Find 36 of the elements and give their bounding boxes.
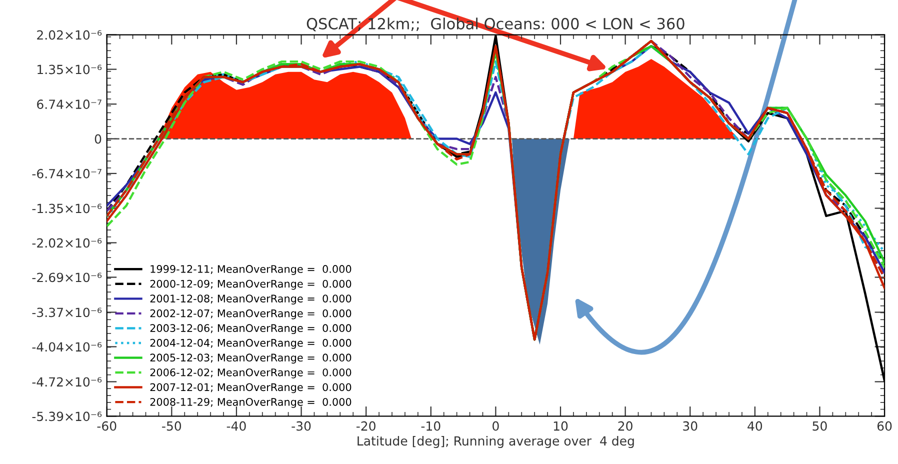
x-tick-label: 10 [554,421,568,431]
legend-label: 2006-12-02; MeanOverRange = 0.000 [150,368,352,378]
x-tick-label: -60 [97,421,116,431]
y-tick-label: -4.04×10⁻⁶ [32,342,102,352]
x-tick-label: 40 [748,421,762,431]
legend-label: 1999-12-11; MeanOverRange = 0.000 [150,265,352,275]
legend-label: 2003-12-06; MeanOverRange = 0.000 [150,324,352,334]
legend-label: 2001-12-08; MeanOverRange = 0.000 [150,294,352,304]
x-tick-label: -20 [356,421,376,431]
x-tick-label: 50 [812,421,827,431]
x-tick-label: -10 [421,421,440,431]
y-tick-label: -2.02×10⁻⁶ [32,238,102,248]
y-tick-label: -5.39×10⁻⁶ [32,412,102,422]
x-tick-label: 30 [683,421,698,431]
y-tick-label: 6.74×10⁻⁷ [37,100,102,110]
legend-label: 2002-12-07; MeanOverRange = 0.000 [150,309,352,320]
legend-label: 2004-12-04; MeanOverRange = 0.000 [150,338,352,349]
x-axis-title: Latitude [deg]; Running average over 4 deg [358,436,634,448]
y-tick-label: 1.35×10⁻⁶ [38,64,102,74]
legend-label: 2000-12-09; MeanOverRange = 0.000 [150,280,352,290]
y-tick-label: -4.72×10⁻⁶ [32,377,102,387]
x-tick-label: 20 [618,421,632,431]
y-tick-label: -2.69×10⁻⁶ [32,272,102,282]
x-tick-label: -50 [162,421,182,431]
x-tick-label: 60 [877,421,892,431]
x-tick-label: 0 [492,421,499,431]
y-tick-label: 0 [94,134,102,144]
y-tick-label: -1.35×10⁻⁶ [32,204,102,214]
x-tick-label: -30 [292,421,311,431]
legend-label: 2008-11-29; MeanOverRange = 0.000 [150,398,352,408]
y-tick-label: -3.37×10⁻⁶ [32,308,102,318]
x-tick-label: -40 [226,421,246,431]
y-tick-label: -6.74×10⁻⁷ [32,168,102,178]
legend-label: 2007-12-01; MeanOverRange = 0.000 [150,383,352,394]
legend-label: 2005-12-03; MeanOverRange = 0.000 [150,354,352,364]
y-tick-label: 2.02×10⁻⁶ [37,30,102,40]
